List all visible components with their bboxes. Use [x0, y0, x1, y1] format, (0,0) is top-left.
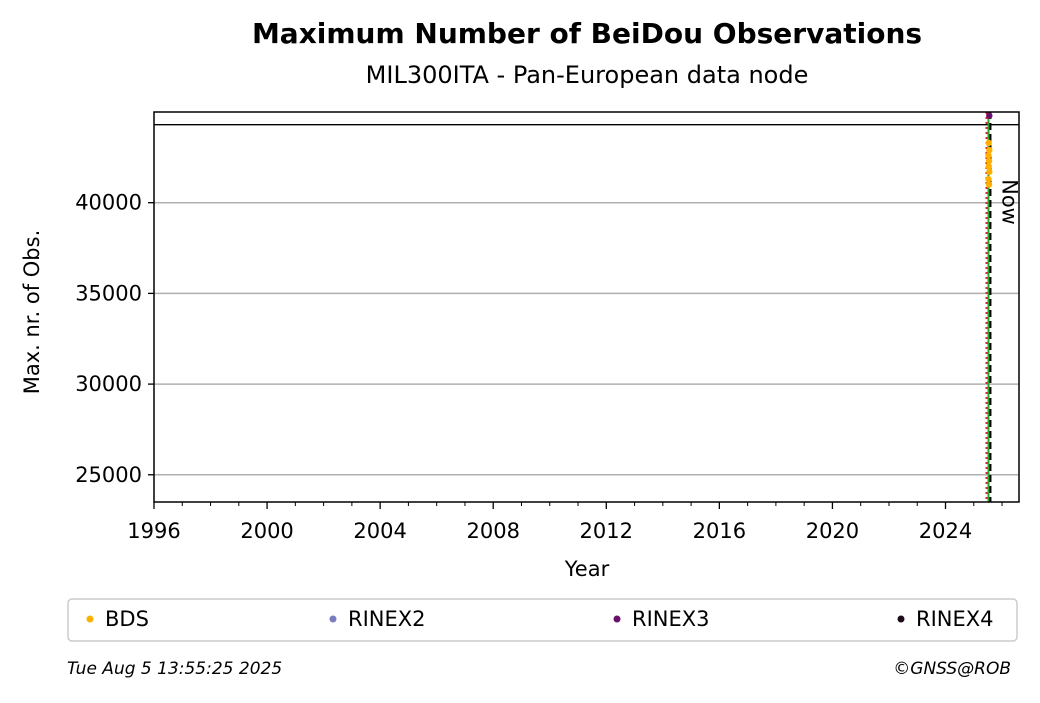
data-point-bds — [985, 152, 992, 159]
y-tick-label: 30000 — [75, 372, 142, 396]
x-tick-label: 2024 — [919, 519, 972, 543]
footer-timestamp: Tue Aug 5 13:55:25 2025 — [67, 659, 282, 679]
axes-frame — [153, 111, 1020, 503]
y-tick-label: 40000 — [75, 191, 142, 215]
x-axis-label: Year — [564, 557, 610, 581]
legend-marker-rinex4 — [897, 615, 905, 623]
data-point-bds — [985, 139, 992, 147]
data-point-rinex3 — [986, 112, 993, 119]
x-tick-label: 2016 — [693, 519, 746, 543]
data-point-bds — [985, 163, 992, 170]
legend-label-rinex3: RINEX3 — [632, 607, 710, 631]
legend-marker-rinex3 — [613, 615, 621, 623]
now-label: Now — [997, 179, 1021, 225]
y-axis-label: Max. nr. of Obs. — [20, 230, 44, 395]
x-tick-label: 2008 — [466, 519, 519, 543]
chart-title: Maximum Number of BeiDou Observations — [252, 17, 922, 50]
x-tick-label: 2012 — [580, 519, 633, 543]
legend-label-bds: BDS — [105, 607, 149, 631]
data-point-bds — [986, 146, 993, 154]
x-tick-label: 2000 — [240, 519, 293, 543]
chart-subtitle: MIL300ITA - Pan-European data node — [366, 61, 809, 89]
legend-marker-rinex2 — [329, 615, 337, 623]
x-tick-label: 1996 — [127, 519, 180, 543]
y-tick-label: 35000 — [75, 281, 142, 305]
data-point-bds — [985, 175, 992, 183]
data-point-bds — [986, 168, 993, 176]
legend-label-rinex2: RINEX2 — [348, 607, 426, 631]
plot-area: 25000 30000 35000 40000 1996 2000 2004 2008 2012… — [75, 111, 1021, 543]
footer-credit: ©GNSS@ROB — [893, 659, 1011, 679]
legend-frame — [67, 598, 1018, 642]
legend: BDS RINEX2 RINEX3 RINEX4 — [67, 598, 1018, 642]
legend-marker-bds — [86, 615, 94, 623]
y-tick-label: 25000 — [75, 463, 142, 487]
legend-label-rinex4: RINEX4 — [916, 607, 994, 631]
x-tick-label: 2004 — [353, 519, 406, 543]
data-point-bds — [985, 157, 993, 165]
data-point-bds — [985, 181, 993, 188]
x-tick-label: 2020 — [806, 519, 859, 543]
